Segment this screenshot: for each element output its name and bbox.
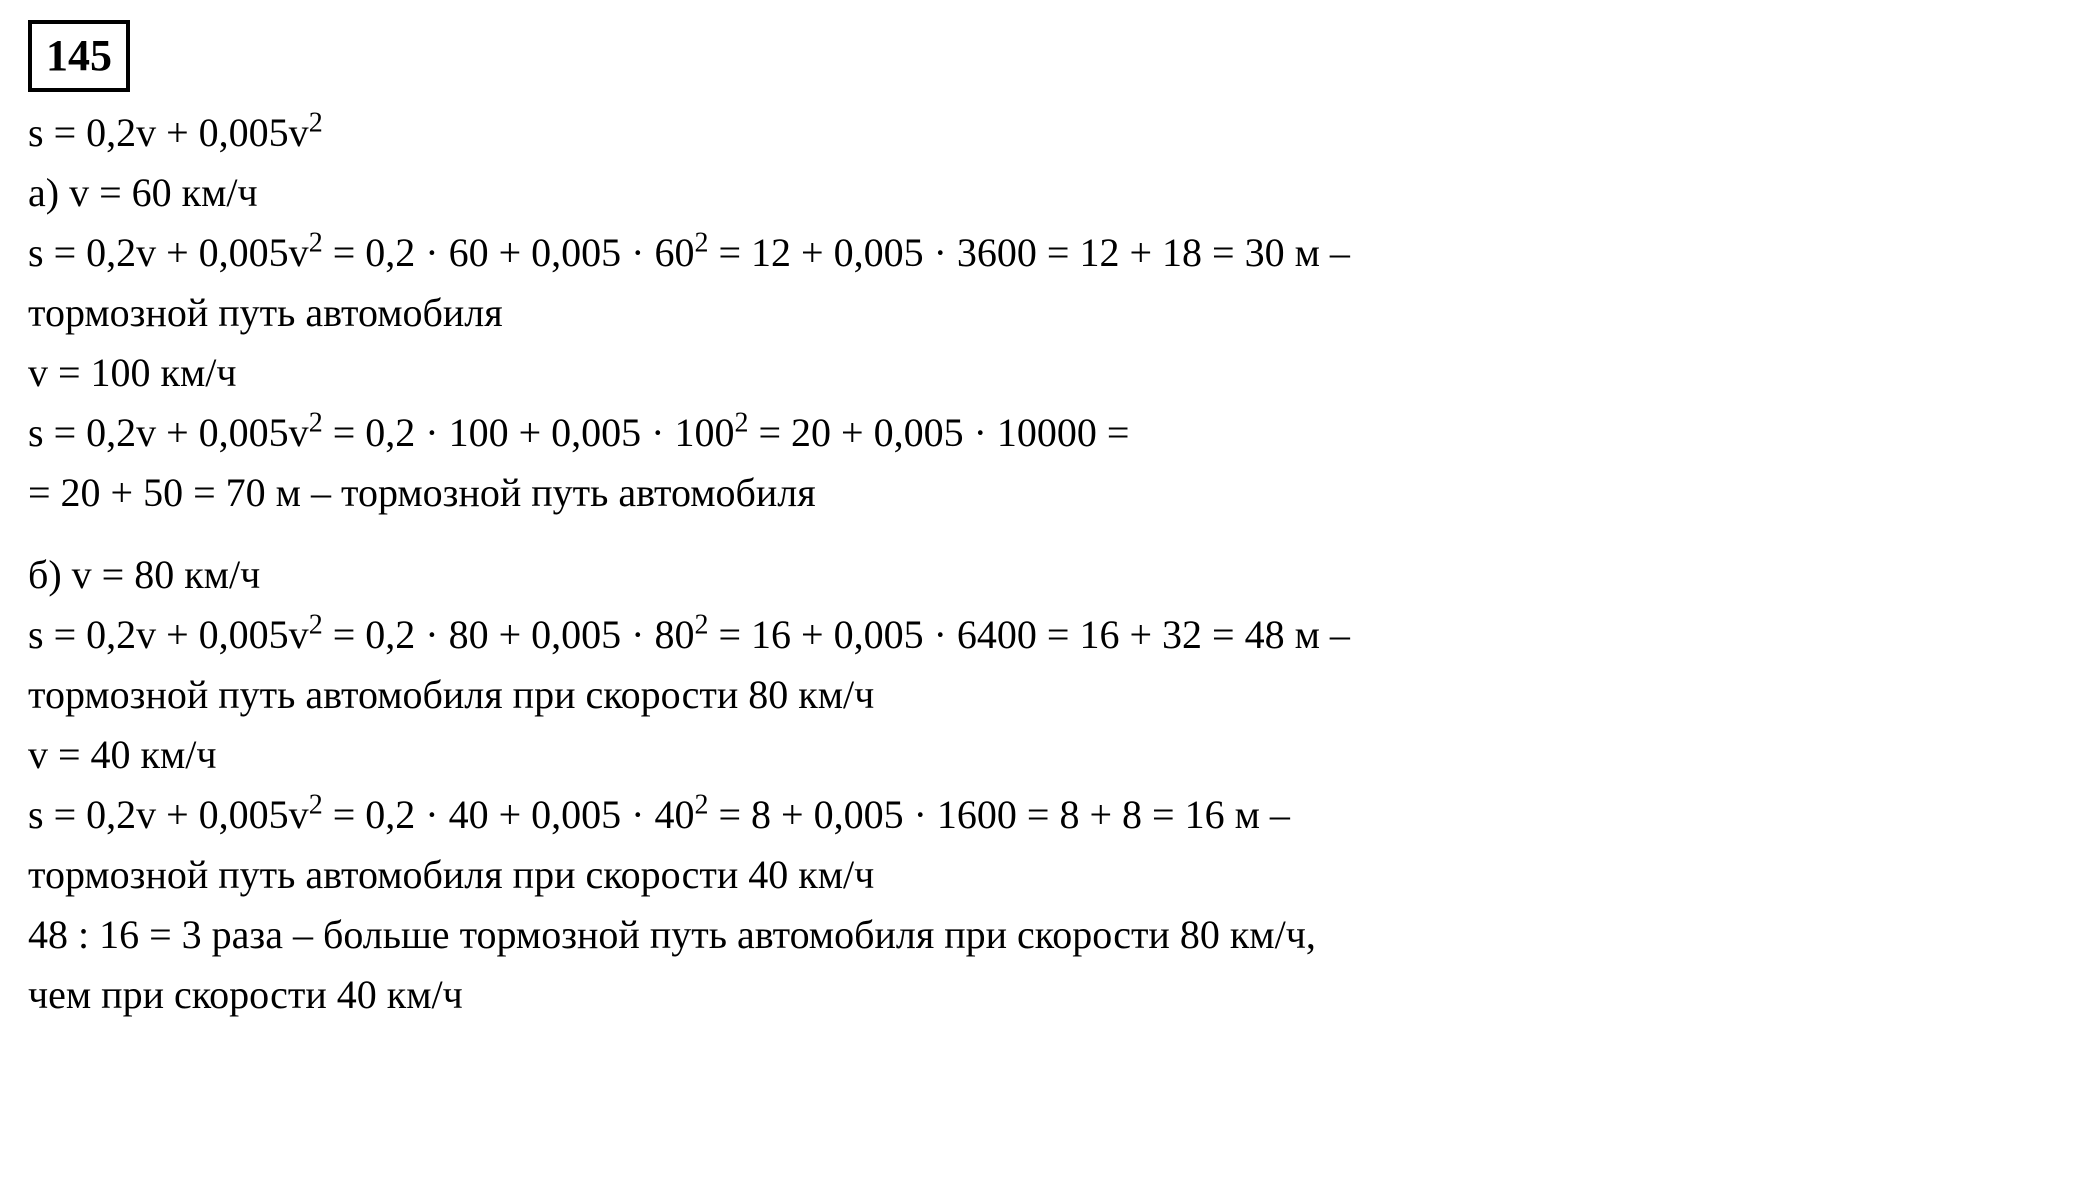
part-b-calc2-desc: тормозной путь автомобиля при скорости 4…	[28, 846, 2054, 904]
part-b-label: б) v = 80 км/ч	[28, 546, 2054, 604]
part-a-v2: v = 100 км/ч	[28, 344, 2054, 402]
part-a-calc1-desc: тормозной путь автомобиля	[28, 284, 2054, 342]
part-a-calc1: s = 0,2v + 0,005v2 = 0,2 · 60 + 0,005 · …	[28, 224, 2054, 282]
part-a-calc2-line1: s = 0,2v + 0,005v2 = 0,2 · 100 + 0,005 ·…	[28, 404, 2054, 462]
part-b-ratio-line2: чем при скорости 40 км/ч	[28, 966, 2054, 1024]
part-a-label: а) v = 60 км/ч	[28, 164, 2054, 222]
part-b-calc1-desc: тормозной путь автомобиля при скорости 8…	[28, 666, 2054, 724]
part-a-calc2-line2: = 20 + 50 = 70 м – тормозной путь автомо…	[28, 464, 2054, 522]
problem-number-box: 145	[28, 20, 130, 92]
part-b-calc2: s = 0,2v + 0,005v2 = 0,2 · 40 + 0,005 · …	[28, 786, 2054, 844]
solution-page: 145 s = 0,2v + 0,005v2 а) v = 60 км/ч s …	[0, 0, 2082, 1194]
part-b-v2: v = 40 км/ч	[28, 726, 2054, 784]
formula-line: s = 0,2v + 0,005v2	[28, 104, 2054, 162]
part-b-calc1: s = 0,2v + 0,005v2 = 0,2 · 80 + 0,005 · …	[28, 606, 2054, 664]
part-b-ratio-line1: 48 : 16 = 3 раза – больше тормозной путь…	[28, 906, 2054, 964]
